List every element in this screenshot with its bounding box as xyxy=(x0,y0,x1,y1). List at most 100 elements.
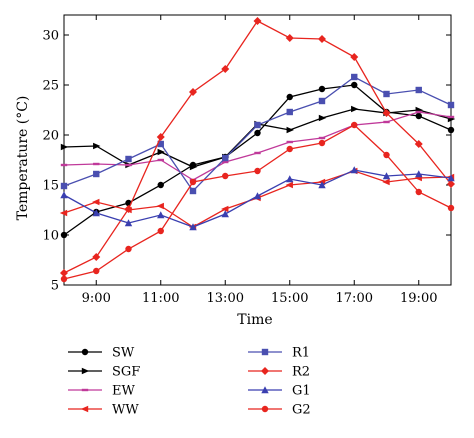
x-tick-label: 19:00 xyxy=(400,291,437,306)
data-point-r1 xyxy=(157,140,164,148)
legend-marker-sw xyxy=(81,348,89,356)
data-point-g2 xyxy=(351,121,358,129)
data-point-ew xyxy=(125,163,132,167)
data-point-ew xyxy=(383,120,390,124)
data-point-sgf xyxy=(93,142,101,150)
data-point-r1 xyxy=(60,182,68,190)
data-point-r2 xyxy=(285,34,294,42)
data-point-g1 xyxy=(382,172,391,180)
data-point-sgf xyxy=(60,143,69,151)
data-point-r1 xyxy=(447,101,455,109)
data-point-ww xyxy=(92,198,100,206)
data-point-g1 xyxy=(157,211,165,219)
data-point-r1 xyxy=(222,154,229,162)
data-point-sw xyxy=(415,112,422,120)
data-point-r2 xyxy=(221,65,230,73)
data-point-ww xyxy=(156,202,164,210)
data-point-r2 xyxy=(156,133,165,141)
legend-marker-ew xyxy=(81,388,89,392)
data-point-ww xyxy=(285,181,293,189)
series-group xyxy=(59,17,456,283)
data-point-ww xyxy=(317,178,326,186)
plot-frame xyxy=(63,14,452,286)
data-point-r1 xyxy=(93,170,100,178)
data-point-g1 xyxy=(318,181,326,189)
y-tick-label: 5 xyxy=(51,279,59,294)
data-point-g2 xyxy=(189,178,197,186)
data-point-ew xyxy=(157,158,164,162)
data-point-g1 xyxy=(350,166,358,174)
data-point-r2 xyxy=(382,109,391,117)
series-g2 xyxy=(60,121,455,283)
data-point-g2 xyxy=(60,275,68,283)
legend-item-g2: G2 xyxy=(248,403,311,418)
legend-marker-r2 xyxy=(261,367,269,375)
legend-marker-r1 xyxy=(261,348,269,356)
data-point-sgf xyxy=(318,114,327,122)
data-point-g1 xyxy=(124,219,133,227)
data-point-ww xyxy=(221,205,229,213)
data-point-ew xyxy=(222,160,229,164)
series-line-sw xyxy=(63,84,452,236)
series-line-sgf xyxy=(63,108,452,168)
data-point-g1 xyxy=(286,175,294,183)
data-point-sw xyxy=(351,81,358,89)
data-point-r2 xyxy=(253,17,262,25)
legend-item-g1: G1 xyxy=(248,384,311,399)
data-point-sw xyxy=(254,129,261,137)
x-tick-label: 13:00 xyxy=(207,291,244,306)
data-point-ew xyxy=(415,110,422,114)
data-point-g2 xyxy=(125,245,132,253)
x-tick-label: 9:00 xyxy=(82,291,111,306)
data-point-ww xyxy=(382,178,390,186)
data-point-ew xyxy=(286,140,293,144)
data-point-r2 xyxy=(92,253,101,261)
data-point-g2 xyxy=(383,151,390,159)
y-tick-label: 25 xyxy=(42,79,59,94)
data-point-r2 xyxy=(318,35,326,43)
series-r1 xyxy=(60,73,455,195)
series-g1 xyxy=(60,166,455,231)
y-axis-label: Temperature (°C) xyxy=(15,96,31,221)
data-point-r1 xyxy=(254,121,261,129)
data-point-g2 xyxy=(447,204,455,212)
series-line-g2 xyxy=(63,124,452,280)
data-point-g2 xyxy=(222,172,229,180)
data-point-g2 xyxy=(415,188,422,196)
data-point-g1 xyxy=(221,210,229,218)
data-point-g1 xyxy=(253,192,262,200)
legend-item-ew: EW xyxy=(68,384,135,399)
series-line-r2 xyxy=(63,20,452,274)
data-point-r1 xyxy=(415,86,422,94)
data-point-sw xyxy=(447,126,455,134)
data-point-g2 xyxy=(286,145,293,153)
y-tick-label: 20 xyxy=(42,129,59,144)
data-point-g2 xyxy=(93,267,100,275)
legend-label-r2: R2 xyxy=(292,365,310,380)
x-tick-label: 15:00 xyxy=(271,291,308,306)
data-point-sgf xyxy=(157,148,165,156)
data-point-sgf xyxy=(286,126,294,134)
data-point-r1 xyxy=(351,73,358,81)
series-sgf xyxy=(60,105,456,171)
data-point-g2 xyxy=(157,227,164,235)
data-point-g1 xyxy=(415,170,423,178)
legend-item-r1: R1 xyxy=(248,346,310,361)
data-point-r1 xyxy=(318,97,326,105)
data-point-ew xyxy=(318,136,326,140)
data-point-g1 xyxy=(60,191,68,199)
legend-label-r1: R1 xyxy=(292,346,310,361)
y-tick-label: 30 xyxy=(42,29,59,44)
data-point-r2 xyxy=(124,205,133,213)
data-point-g2 xyxy=(318,139,326,147)
data-point-sw xyxy=(60,231,68,239)
legend-label-sw: SW xyxy=(112,346,135,361)
data-point-sw xyxy=(286,93,293,101)
axes: 5 10 15 20 25 30 9:00 11:00 13:00 15:00 17:00 19:00 xyxy=(42,14,452,306)
x-tick-label: 17:00 xyxy=(336,291,373,306)
data-point-r1 xyxy=(383,90,390,98)
data-point-ew xyxy=(93,162,100,166)
legend: SW SGF EW WW R1 R2 G1 G2 xyxy=(68,346,311,418)
series-r2 xyxy=(60,17,455,277)
